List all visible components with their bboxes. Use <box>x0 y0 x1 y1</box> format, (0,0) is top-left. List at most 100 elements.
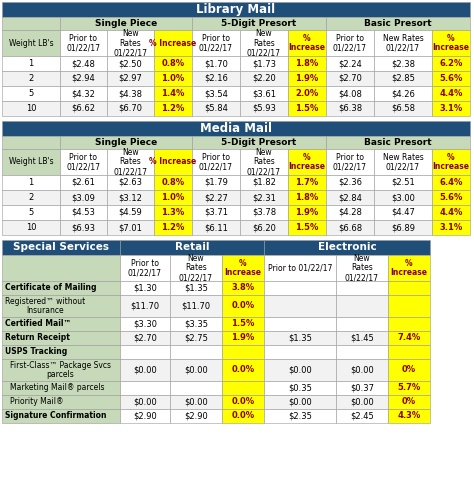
Text: $3.09: $3.09 <box>72 193 95 202</box>
Bar <box>264 359 336 381</box>
Bar <box>432 175 470 190</box>
Bar <box>432 30 470 56</box>
Bar <box>107 149 154 175</box>
Text: New
Rates
01/22/17: New Rates 01/22/17 <box>345 254 379 282</box>
Bar <box>2 101 60 116</box>
Bar <box>60 205 107 220</box>
Text: $1.79: $1.79 <box>204 178 228 187</box>
Bar <box>120 395 170 409</box>
Bar <box>2 331 120 345</box>
Text: $0.00: $0.00 <box>350 366 374 374</box>
Text: 1.5%: 1.5% <box>231 319 255 329</box>
Text: 1.9%: 1.9% <box>295 208 319 217</box>
Bar <box>154 220 192 235</box>
Text: $4.47: $4.47 <box>391 208 415 217</box>
Bar <box>240 205 288 220</box>
Text: $11.70: $11.70 <box>130 302 160 310</box>
Bar <box>120 359 170 381</box>
Text: 5.6%: 5.6% <box>439 74 463 83</box>
Bar <box>154 86 192 101</box>
Text: New
Rates
01/22/17: New Rates 01/22/17 <box>247 148 281 176</box>
Text: $2.85: $2.85 <box>391 74 415 83</box>
Bar <box>326 205 374 220</box>
Bar <box>336 345 388 359</box>
Text: $2.38: $2.38 <box>391 59 415 68</box>
Text: Single Piece: Single Piece <box>95 19 157 28</box>
Text: $2.45: $2.45 <box>350 411 374 421</box>
Bar <box>2 345 120 359</box>
Text: $1.45: $1.45 <box>350 334 374 342</box>
Text: $2.35: $2.35 <box>288 411 312 421</box>
Text: $0.00: $0.00 <box>184 398 208 406</box>
Text: Basic Presort: Basic Presort <box>364 19 432 28</box>
Text: $3.61: $3.61 <box>252 89 276 98</box>
Text: 3.1%: 3.1% <box>439 104 463 113</box>
Bar <box>2 56 60 71</box>
Text: 0%: 0% <box>402 398 416 406</box>
Bar <box>60 30 107 56</box>
Bar <box>192 190 240 205</box>
Text: Prior to
01/22/17: Prior to 01/22/17 <box>66 33 100 52</box>
Bar <box>288 71 326 86</box>
Bar <box>288 220 326 235</box>
Bar <box>154 175 192 190</box>
Text: Prior to 01/22/17: Prior to 01/22/17 <box>268 264 332 273</box>
Bar <box>374 205 432 220</box>
Text: Prior to
01/22/17: Prior to 01/22/17 <box>333 153 367 171</box>
Text: Registered™ without
Insurance: Registered™ without Insurance <box>5 297 85 315</box>
Text: 2: 2 <box>28 74 34 83</box>
Text: $6.11: $6.11 <box>204 223 228 232</box>
Text: 5.7%: 5.7% <box>397 383 420 393</box>
Text: Weight LB's: Weight LB's <box>9 157 53 166</box>
Text: Certificate of Mailing: Certificate of Mailing <box>5 283 97 293</box>
Text: Marketing Mail® parcels: Marketing Mail® parcels <box>10 383 104 393</box>
Bar <box>2 255 120 281</box>
Bar <box>288 149 326 175</box>
Bar <box>120 240 264 255</box>
Bar <box>107 190 154 205</box>
Bar <box>326 56 374 71</box>
Text: New
Rates
01/22/17: New Rates 01/22/17 <box>247 29 281 57</box>
Bar <box>2 409 120 423</box>
Text: $2.75: $2.75 <box>184 334 208 342</box>
Text: $1.30: $1.30 <box>133 283 157 293</box>
Bar <box>432 56 470 71</box>
Text: $0.00: $0.00 <box>288 366 312 374</box>
Text: 1.2%: 1.2% <box>161 223 185 232</box>
Text: $6.70: $6.70 <box>118 104 143 113</box>
Bar <box>432 190 470 205</box>
Bar <box>60 220 107 235</box>
Bar <box>264 381 336 395</box>
Text: Retail: Retail <box>175 243 209 252</box>
Bar <box>120 317 170 331</box>
Bar <box>240 30 288 56</box>
Bar <box>264 295 336 317</box>
Bar <box>222 281 264 295</box>
Bar <box>288 101 326 116</box>
Bar <box>2 281 120 295</box>
Text: Single Piece: Single Piece <box>95 138 157 147</box>
Text: Priority Mail®: Priority Mail® <box>10 398 64 406</box>
Bar <box>2 190 60 205</box>
Bar <box>2 17 60 30</box>
Bar <box>432 71 470 86</box>
Bar <box>154 56 192 71</box>
Bar <box>2 381 120 395</box>
Bar <box>374 86 432 101</box>
Text: Basic Presort: Basic Presort <box>364 138 432 147</box>
Text: Electronic: Electronic <box>318 243 376 252</box>
Text: $3.00: $3.00 <box>391 193 415 202</box>
Text: 7.4%: 7.4% <box>397 334 420 342</box>
Text: 4.4%: 4.4% <box>439 89 463 98</box>
Text: 1.9%: 1.9% <box>295 74 319 83</box>
Bar <box>432 149 470 175</box>
Bar <box>288 190 326 205</box>
Bar <box>326 220 374 235</box>
Bar <box>107 101 154 116</box>
Text: $4.32: $4.32 <box>72 89 95 98</box>
Text: 0.8%: 0.8% <box>162 59 184 68</box>
Bar <box>264 331 336 345</box>
Text: $5.84: $5.84 <box>204 104 228 113</box>
Text: 5: 5 <box>28 89 34 98</box>
Text: $2.20: $2.20 <box>252 74 276 83</box>
